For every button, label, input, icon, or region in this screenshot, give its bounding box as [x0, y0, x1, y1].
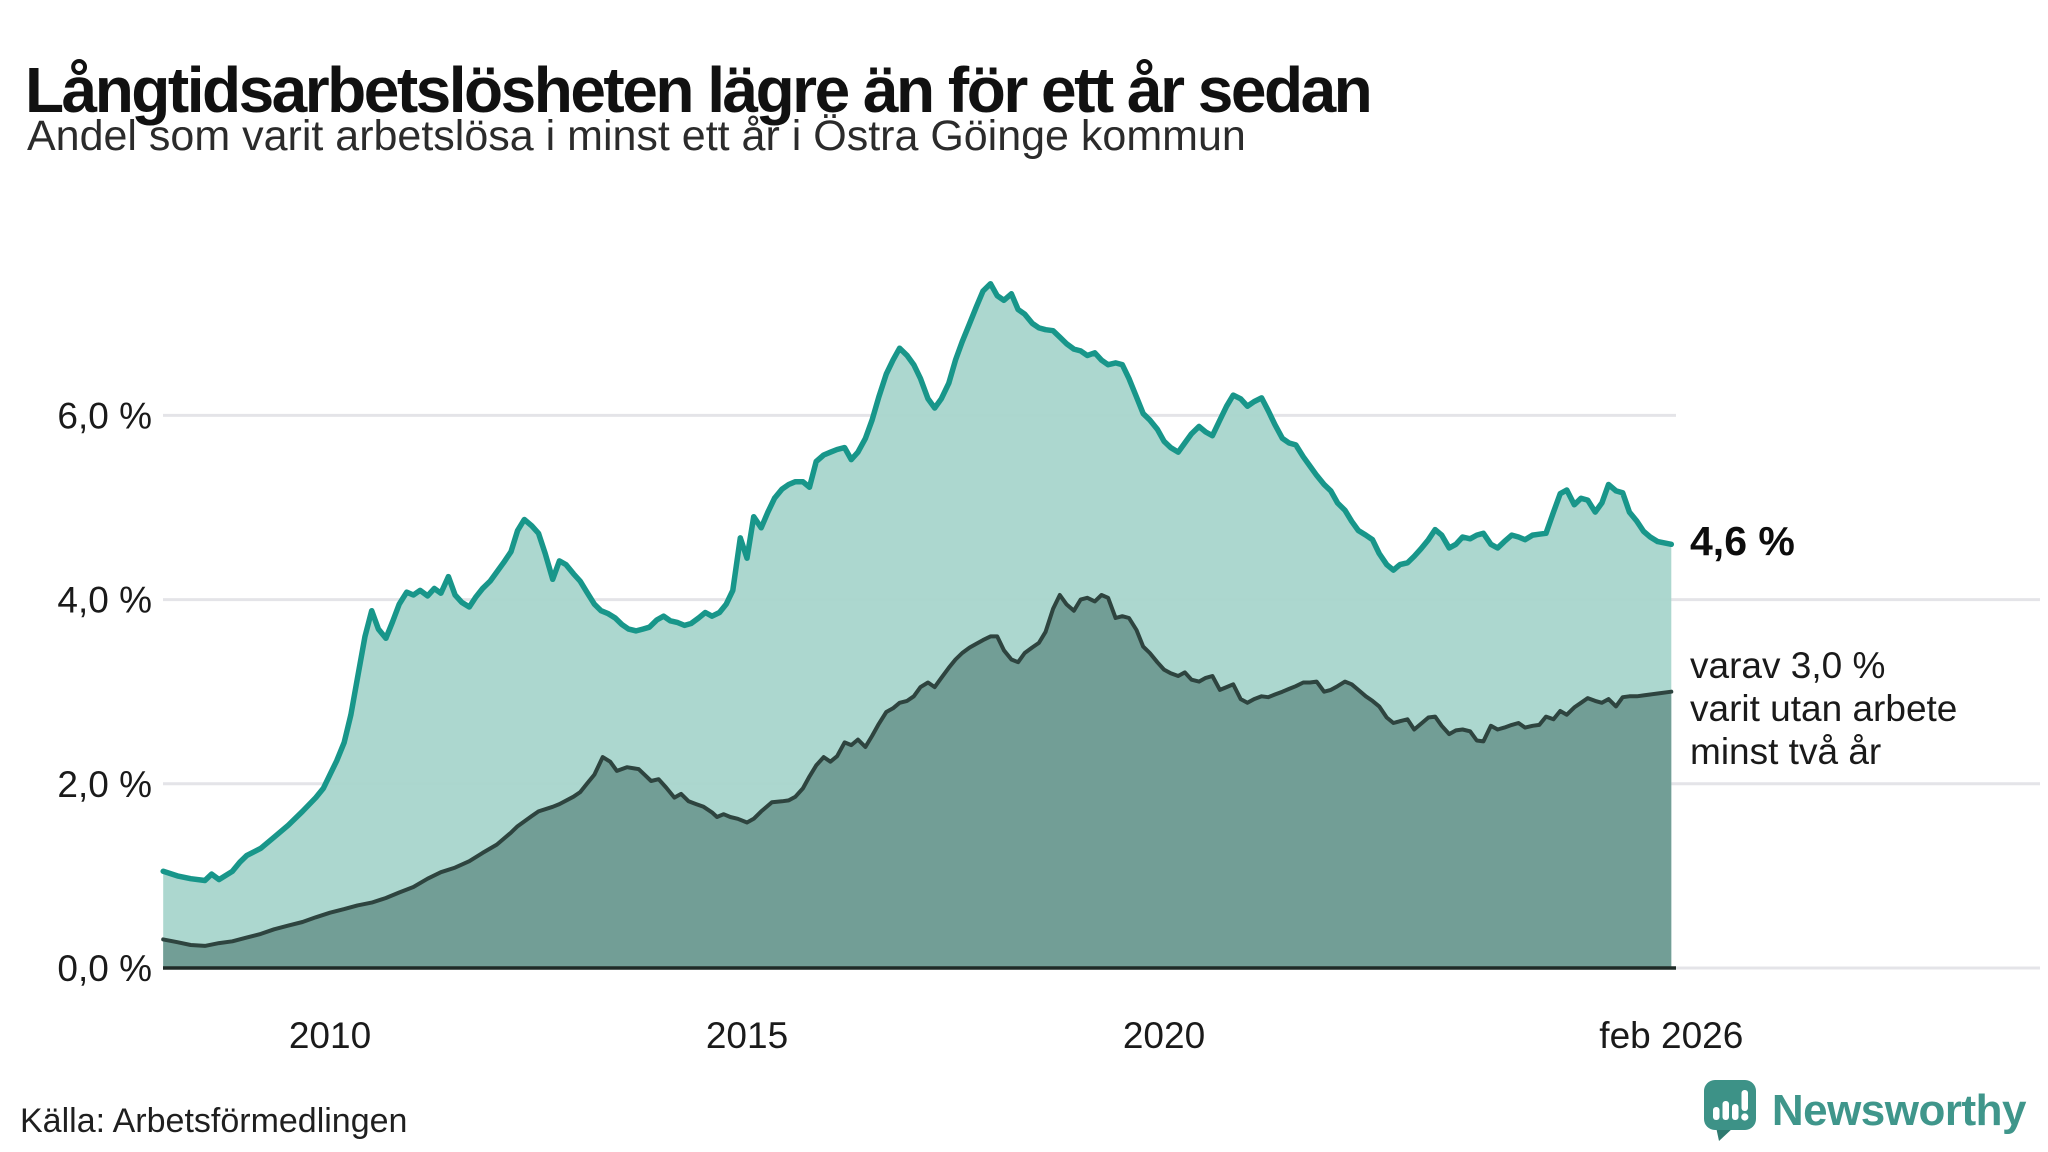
- y-axis-tick-label: 6,0 %: [57, 395, 152, 436]
- line-series-2: [161, 593, 1674, 948]
- series-end-value-label: 4,6 %: [1690, 518, 1795, 564]
- annotation-line-3: minst två år: [1690, 731, 1882, 772]
- x-axis-tick-label: 2015: [706, 1015, 788, 1056]
- y-axis-tick-label: 4,0 %: [57, 580, 152, 621]
- brand-logo: Newsworthy: [1702, 1080, 2027, 1142]
- newsworthy-speech-bubble-bar-chart-icon: [1703, 1080, 1756, 1141]
- chart-subtitle: Andel som varit arbetslösa i minst ett å…: [27, 112, 1246, 160]
- x-axis-tick-label: feb 2026: [1599, 1015, 1743, 1056]
- annotation-line-2: varit utan arbete: [1690, 688, 1958, 729]
- y-axis-tick-label: 2,0 %: [57, 764, 152, 805]
- annotation-line-1: varav 3,0 %: [1690, 645, 1886, 686]
- brand-name: Newsworthy: [1771, 1086, 2027, 1135]
- y-axis-tick-label: 0,0 %: [57, 948, 152, 989]
- source-credit: Källa: Arbetsförmedlingen: [20, 1102, 408, 1140]
- x-axis-tick-label: 2010: [289, 1015, 371, 1056]
- page-title: Långtidsarbetslösheten lägre än för ett …: [25, 53, 1373, 126]
- x-axis-tick-label: 2020: [1123, 1015, 1205, 1056]
- line-series-1: [160, 280, 1675, 884]
- series-two-year-annotation: varav 3,0 % varit utan arbete minst två …: [1690, 644, 1957, 773]
